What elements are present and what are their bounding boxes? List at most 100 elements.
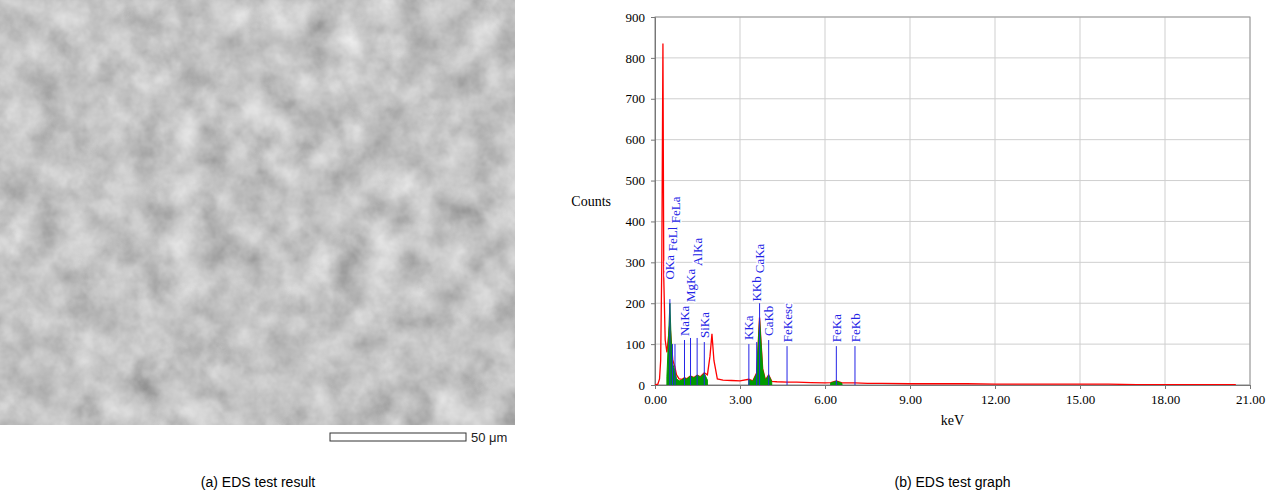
tick: 9.00	[899, 385, 922, 407]
peak-marker	[672, 344, 673, 385]
tick-mark	[651, 99, 655, 100]
peak-labels: OKaFeLlFeLaNaKaMgKaAlKaSiKaKKaKKbCaKaCaK…	[662, 196, 862, 342]
tick-label: 700	[626, 91, 646, 106]
peak-label: FeKb	[848, 313, 863, 342]
y-axis: 0 100 200 300 400 500 600 700 800 900	[626, 10, 656, 393]
marks	[655, 44, 1236, 385]
tick-mark	[1165, 385, 1166, 389]
tick-mark	[651, 58, 655, 59]
peak-label: FeLa	[668, 196, 683, 223]
tick-mark	[910, 385, 911, 389]
grid-line-x	[740, 17, 741, 385]
tick-label: 12.00	[981, 392, 1010, 407]
y-axis-title: Counts	[571, 194, 611, 209]
peak-label: KKa	[741, 315, 756, 340]
peak-marker	[854, 346, 855, 385]
peak-marker	[756, 342, 757, 385]
peak-label: NaKa	[677, 305, 692, 336]
tick-mark	[1250, 385, 1251, 389]
tick-label: 800	[626, 51, 646, 66]
grid-line-y	[655, 98, 1250, 99]
tick: 200	[626, 296, 656, 311]
tick-label: 15.00	[1066, 392, 1095, 407]
peak-label: FeKesc	[780, 303, 795, 342]
grid-line-y	[655, 180, 1250, 181]
tick-mark	[651, 262, 655, 263]
grid-line-y	[655, 262, 1250, 263]
x-axis: 0.00 3.00 6.00 9.00 12.00 15.00 18.00 21.00	[644, 385, 1265, 407]
tick-mark	[740, 385, 741, 389]
scale-bar	[330, 433, 466, 441]
grid-line-x	[910, 17, 911, 385]
tick: 6.00	[814, 385, 837, 407]
tick: 21.00	[1236, 385, 1265, 407]
tick-label: 200	[626, 296, 646, 311]
tick-label: 300	[626, 255, 646, 270]
tick-label: 500	[626, 173, 646, 188]
peak-marker	[768, 340, 769, 385]
series-line	[655, 44, 1236, 385]
tick: 15.00	[1066, 385, 1095, 407]
tick: 0.00	[644, 385, 667, 407]
tick-label: 0.00	[644, 392, 667, 407]
sem-image	[0, 0, 515, 425]
grid-line-y	[655, 303, 1250, 304]
peak-marker	[669, 299, 670, 385]
plot-frame	[655, 17, 1250, 385]
peak-label: CaKa	[752, 243, 767, 273]
tick-label: 900	[626, 10, 646, 25]
peak-marker	[704, 342, 705, 385]
grid-line-y	[655, 221, 1250, 222]
grid-line-y	[655, 57, 1250, 58]
tick-mark	[651, 344, 655, 345]
tick: 400	[626, 214, 656, 229]
peak-marker	[748, 344, 749, 385]
tick-mark	[651, 303, 655, 304]
peak-label: CaKb	[761, 306, 776, 336]
peak-marker	[684, 340, 685, 385]
peak-label: KKb	[749, 276, 764, 301]
tick-label: 18.00	[1151, 392, 1180, 407]
tick-mark	[651, 181, 655, 182]
peak-label: MgKa	[683, 269, 698, 302]
image-panel: 50 μm (a) EDS test result	[0, 0, 515, 490]
tick: 900	[626, 10, 656, 25]
tick: 500	[626, 173, 656, 188]
tick-label: 9.00	[899, 392, 922, 407]
tick: 12.00	[981, 385, 1010, 407]
tick: 100	[626, 337, 656, 352]
tick-label: 3.00	[729, 392, 752, 407]
figure: 50 μm (a) EDS test result 0.00 3.00 6.00 9.00…	[0, 0, 1288, 495]
tick: 700	[626, 91, 656, 106]
caption: (a) EDS test result	[201, 474, 315, 490]
peak-marker	[690, 338, 691, 385]
tick: 800	[626, 51, 656, 66]
axis-line	[651, 18, 656, 386]
tick: 3.00	[729, 385, 752, 407]
tick-mark	[825, 385, 826, 389]
grid-line-y	[655, 139, 1250, 140]
peak-marker	[697, 338, 698, 385]
tick-label: 21.00	[1236, 392, 1265, 407]
peak-marker	[787, 346, 788, 385]
axis-line	[656, 386, 1251, 390]
tick-mark	[1080, 385, 1081, 389]
tick-mark	[651, 385, 655, 386]
tick: 0	[639, 378, 656, 393]
grid	[655, 17, 1250, 385]
grid-line-x	[995, 17, 996, 385]
tick-label: 100	[626, 337, 646, 352]
peak-marker	[759, 303, 760, 385]
peak-label: AlKa	[690, 238, 705, 266]
caption: (b) EDS test graph	[895, 474, 1011, 490]
peak-marker	[836, 346, 837, 385]
peak-label: FeLl	[665, 226, 680, 251]
grid-line-x	[1165, 17, 1166, 385]
tick-label: 0	[639, 378, 646, 393]
scale-bar-label: 50 μm	[471, 430, 507, 445]
tick-label: 600	[626, 132, 646, 147]
peak-marker	[674, 344, 675, 385]
tick-label: 400	[626, 214, 646, 229]
tick-label: 6.00	[814, 392, 837, 407]
tick-mark	[651, 221, 655, 222]
